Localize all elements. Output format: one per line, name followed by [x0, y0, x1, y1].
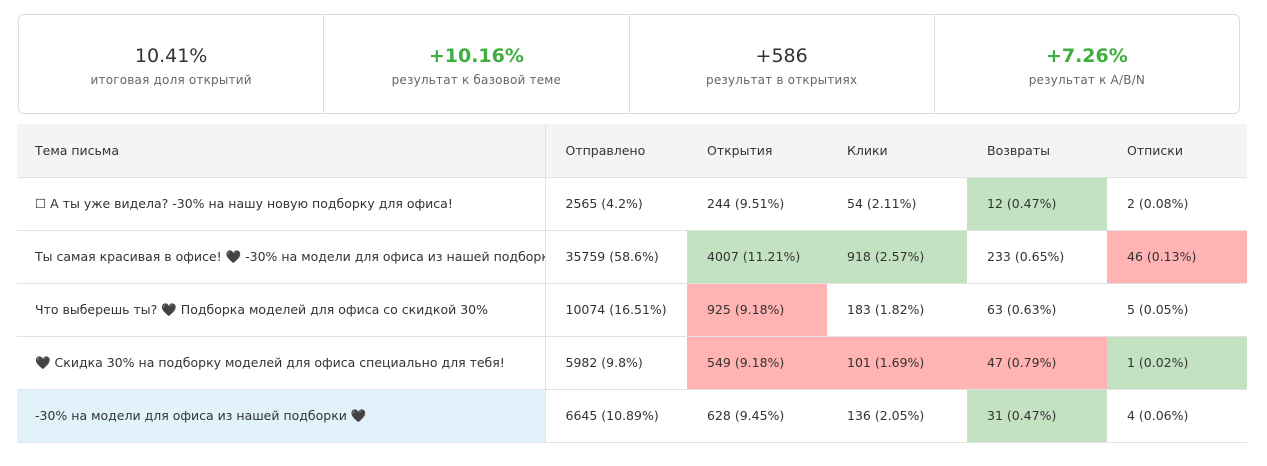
cell-opens: 4007 (11.21%): [687, 230, 827, 284]
table-row[interactable]: Что выберешь ты? 🖤 Подборка моделей для …: [17, 283, 1247, 337]
cell-unsubs: 2 (0.08%): [1107, 177, 1247, 231]
summary-value: +10.16%: [428, 45, 524, 67]
subject-results-table: Тема письма Отправлено Открытия Клики Во…: [17, 124, 1247, 443]
summary-panel: 10.41% итоговая доля открытий +10.16% ре…: [18, 14, 1240, 114]
summary-label: результат в открытиях: [706, 73, 858, 87]
summary-card-open-rate: 10.41% итоговая доля открытий: [19, 15, 325, 113]
cell-opens: 549 (9.18%): [687, 336, 827, 390]
cell-clicks: 918 (2.57%): [827, 230, 967, 284]
cell-subject: Ты самая красивая в офисе! 🖤 -30% на мод…: [17, 230, 546, 284]
cell-sent: 5982 (9.8%): [545, 336, 687, 390]
table-header-row: Тема письма Отправлено Открытия Клики Во…: [17, 124, 1247, 178]
cell-opens: 244 (9.51%): [687, 177, 827, 231]
cell-subject: ☐ А ты уже видела? -30% на нашу новую по…: [17, 177, 546, 231]
cell-sent: 35759 (58.6%): [545, 230, 687, 284]
cell-bounces: 63 (0.63%): [967, 283, 1107, 337]
summary-value: +7.26%: [1045, 45, 1128, 67]
cell-sent: 6645 (10.89%): [545, 389, 687, 443]
column-header-sent[interactable]: Отправлено: [545, 124, 687, 178]
column-header-clicks[interactable]: Клики: [827, 124, 967, 178]
summary-value: 10.41%: [134, 45, 208, 67]
table-row-highlighted[interactable]: -30% на модели для офиса из нашей подбор…: [17, 389, 1247, 443]
cell-subject: -30% на модели для офиса из нашей подбор…: [17, 389, 546, 443]
cell-clicks: 136 (2.05%): [827, 389, 967, 443]
cell-subject: Что выберешь ты? 🖤 Подборка моделей для …: [17, 283, 546, 337]
cell-sent: 10074 (16.51%): [545, 283, 687, 337]
table-row[interactable]: Ты самая красивая в офисе! 🖤 -30% на мод…: [17, 230, 1247, 284]
cell-sent: 2565 (4.2%): [545, 177, 687, 231]
cell-clicks: 183 (1.82%): [827, 283, 967, 337]
column-header-subject[interactable]: Тема письма: [17, 124, 546, 178]
summary-label: результат к базовой теме: [391, 73, 562, 87]
cell-bounces: 233 (0.65%): [967, 230, 1107, 284]
cell-clicks: 101 (1.69%): [827, 336, 967, 390]
column-header-bounces[interactable]: Возвраты: [967, 124, 1107, 178]
summary-card-opens-delta: +586 результат в открытиях: [630, 15, 935, 113]
cell-subject: 🖤 Скидка 30% на подборку моделей для офи…: [17, 336, 546, 390]
summary-card-vs-abn: +7.26% результат к A/B/N: [935, 15, 1239, 113]
table-row[interactable]: 🖤 Скидка 30% на подборку моделей для офи…: [17, 336, 1247, 390]
summary-label: итоговая доля открытий: [90, 73, 252, 87]
cell-opens: 628 (9.45%): [687, 389, 827, 443]
summary-value: +586: [755, 45, 808, 67]
column-header-opens[interactable]: Открытия: [687, 124, 827, 178]
cell-opens: 925 (9.18%): [687, 283, 827, 337]
cell-bounces: 47 (0.79%): [967, 336, 1107, 390]
cell-unsubs: 46 (0.13%): [1107, 230, 1247, 284]
cell-unsubs: 5 (0.05%): [1107, 283, 1247, 337]
cell-unsubs: 4 (0.06%): [1107, 389, 1247, 443]
cell-bounces: 12 (0.47%): [967, 177, 1107, 231]
column-header-unsubscribes[interactable]: Отписки: [1107, 124, 1247, 178]
summary-card-vs-base: +10.16% результат к базовой теме: [324, 15, 630, 113]
table-row[interactable]: ☐ А ты уже видела? -30% на нашу новую по…: [17, 177, 1247, 231]
cell-bounces: 31 (0.47%): [967, 389, 1107, 443]
cell-unsubs: 1 (0.02%): [1107, 336, 1247, 390]
cell-clicks: 54 (2.11%): [827, 177, 967, 231]
summary-label: результат к A/B/N: [1028, 73, 1146, 87]
